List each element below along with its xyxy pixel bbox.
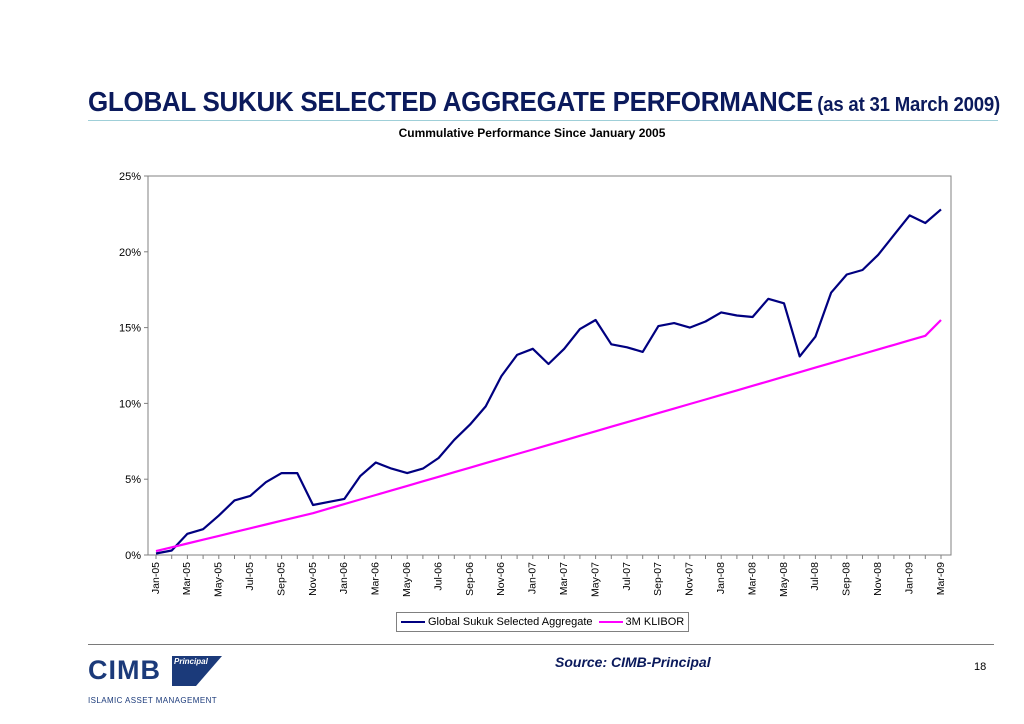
x-tick-label: Mar-06 xyxy=(370,562,382,595)
legend-swatch-klibor xyxy=(598,621,623,623)
x-tick-label: May-08 xyxy=(778,562,790,597)
x-tick-label: Sep-06 xyxy=(464,562,476,596)
x-tick-label: Jul-06 xyxy=(432,562,444,591)
x-tick-label: Mar-09 xyxy=(935,562,947,595)
legend-label-sukuk: Global Sukuk Selected Aggregate xyxy=(428,616,593,628)
footer-divider xyxy=(88,644,994,645)
slide-title-main: GLOBAL SUKUK SELECTED AGGREGATE PERFORMA… xyxy=(88,86,814,117)
slide-title: GLOBAL SUKUK SELECTED AGGREGATE PERFORMA… xyxy=(88,86,1000,118)
y-axis: 0% 5% 10% 15% 20% 25% xyxy=(119,171,148,562)
x-tick-label: Mar-07 xyxy=(558,562,570,595)
x-tick-label: Nov-06 xyxy=(495,562,507,596)
legend-item-sukuk: Global Sukuk Selected Aggregate xyxy=(401,616,593,628)
x-tick-label: Mar-05 xyxy=(181,562,193,595)
legend-label-klibor: 3M KLIBOR xyxy=(625,616,685,628)
x-tick-label: May-05 xyxy=(213,562,225,597)
legend-swatch-sukuk xyxy=(401,621,425,623)
y-tick-label: 15% xyxy=(119,323,141,335)
x-tick-label: Sep-05 xyxy=(275,562,287,596)
principal-badge-icon xyxy=(172,656,222,686)
logo-tagline: ISLAMIC ASSET MANAGEMENT xyxy=(88,696,218,705)
title-divider xyxy=(88,120,998,121)
x-tick-label: May-06 xyxy=(401,562,413,597)
x-tick-label: Jan-05 xyxy=(150,562,162,594)
logo-wordmark: CIMB xyxy=(88,655,161,685)
x-axis: Jan-05 Mar-05 May-05 Jul-05 Sep-05 Nov-05 Jan-… xyxy=(150,555,947,597)
logo-badge-label: Principal xyxy=(174,657,208,666)
x-tick-label: Sep-08 xyxy=(841,562,853,596)
y-tick-label: 0% xyxy=(125,550,141,562)
legend-item-klibor: 3M KLIBOR xyxy=(598,616,685,628)
y-tick-label: 5% xyxy=(125,474,141,486)
plot-area-frame xyxy=(147,175,952,556)
x-tick-label: Mar-08 xyxy=(746,562,758,595)
x-tick-label: Jan-09 xyxy=(903,562,915,594)
series-lines xyxy=(155,208,942,555)
series-line-klibor xyxy=(155,319,942,553)
x-tick-label: Nov-07 xyxy=(684,562,696,596)
x-tick-label: Sep-07 xyxy=(652,562,664,596)
y-tick-label: 10% xyxy=(119,398,141,410)
x-tick-label: Jan-06 xyxy=(338,562,350,594)
y-tick-label: 20% xyxy=(119,247,141,259)
slide-title-note: (as at 31 March 2009) xyxy=(817,94,1000,116)
source-note: Source: CIMB-Principal xyxy=(555,654,711,670)
cimb-logo: CIMB Principal ISLAMIC ASSET MANAGEMENT xyxy=(88,655,222,705)
x-tick-label: Jan-08 xyxy=(715,562,727,594)
x-tick-label: Jul-05 xyxy=(244,562,256,591)
x-tick-label: Nov-08 xyxy=(872,562,884,596)
chart-title: Cummulative Performance Since January 20… xyxy=(398,126,666,140)
x-tick-label: May-07 xyxy=(589,562,601,597)
x-tick-label: Nov-05 xyxy=(307,562,319,596)
y-tick-label: 25% xyxy=(119,171,141,183)
chart-legend: Global Sukuk Selected Aggregate 3M KLIBO… xyxy=(396,612,690,632)
page-number: 18 xyxy=(974,661,987,673)
series-line-sukuk xyxy=(155,208,942,555)
x-tick-label: Jul-07 xyxy=(621,562,633,591)
x-tick-label: Jul-08 xyxy=(809,562,821,591)
x-tick-label: Jan-07 xyxy=(527,562,539,594)
